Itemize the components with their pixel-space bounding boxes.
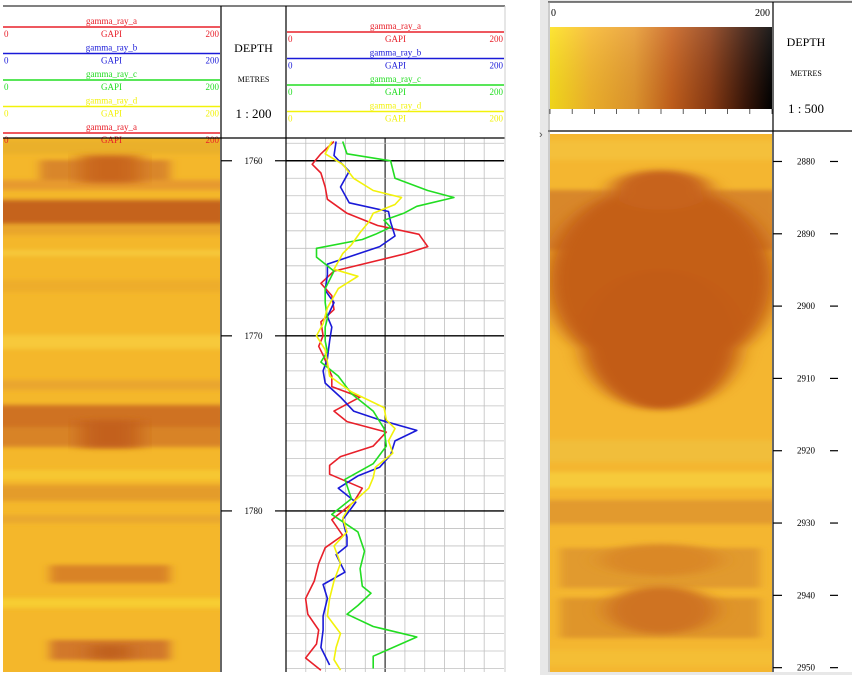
left-image-headers: gamma_ray_a GAPI 0 200 gamma_ray_b GAPI 0 200 ga… — [3, 16, 220, 145]
depth-tick-label: 1770 — [245, 331, 264, 341]
header-curve-min: 0 — [4, 29, 9, 39]
colorbar-min: 0 — [551, 8, 556, 19]
right-depth-unit: METRES — [790, 69, 822, 78]
header-curve-unit: GAPI — [101, 135, 122, 145]
left-depth-title: DEPTH — [234, 41, 273, 55]
left-curve-headers: gamma_ray_a GAPI 0 200 gamma_ray_b GAPI 0 200 ga… — [287, 21, 504, 124]
header-curve-name: gamma_ray_a — [86, 16, 137, 26]
header-curve-min: 0 — [288, 114, 293, 124]
right-depth-track: DEPTH METRES 1 : 500 2880 2890 2900 2910 292… — [773, 2, 852, 673]
header-curve-min: 0 — [288, 87, 293, 97]
header-curve-min: 0 — [4, 135, 9, 145]
header-curve-name: gamma_ray_d — [86, 96, 138, 106]
header-curve-unit: GAPI — [101, 109, 122, 119]
left-depth-track: DEPTH METRES 1 : 200 1760 1770 1780 — [221, 6, 286, 672]
header-curve-max: 200 — [490, 34, 504, 44]
series-line-gamma_ray_b — [320, 141, 418, 666]
depth-tick-label: 2880 — [797, 156, 816, 166]
header-curve-min: 0 — [4, 109, 9, 119]
header-curve-unit: GAPI — [101, 82, 122, 92]
depth-tick-label: 2930 — [797, 518, 816, 528]
depth-tick-label: 2890 — [797, 229, 816, 239]
right-depth-title: DEPTH — [787, 35, 826, 49]
depth-tick-label: 2910 — [797, 373, 816, 383]
header-curve-min: 0 — [4, 56, 9, 66]
colorbar-ticks — [549, 109, 773, 114]
left-depth-unit: METRES — [238, 75, 270, 84]
header-curve-max: 200 — [206, 29, 220, 39]
header-curve-unit: GAPI — [385, 34, 406, 44]
left-depth-ticks: 1760 1770 1780 — [221, 156, 286, 516]
right-depth-ticks: 2880 2890 2900 2910 2920 2930 2940 2950 — [773, 156, 838, 673]
header-curve-name: gamma_ray_b — [370, 48, 422, 58]
panel-handle-icon[interactable]: › — [539, 129, 543, 141]
left-depth-scale: 1 : 200 — [235, 106, 271, 121]
left-image-track — [3, 138, 220, 672]
header-curve-name: gamma_ray_c — [86, 69, 137, 79]
depth-tick-label: 1760 — [245, 156, 264, 166]
header-curve-name: gamma_ray_a — [370, 21, 421, 31]
header-curve-max: 200 — [206, 135, 220, 145]
right-image-track — [550, 134, 772, 672]
right-depth-scale: 1 : 500 — [788, 101, 824, 116]
depth-tick-label: 2950 — [797, 663, 816, 673]
curve-lines — [304, 140, 455, 671]
header-curve-max: 200 — [490, 61, 504, 71]
depth-tick-label: 2900 — [797, 301, 816, 311]
right-colorbar: 0 200 — [549, 8, 773, 114]
series-line-gamma_ray_d — [315, 141, 403, 671]
header-curve-unit: GAPI — [385, 87, 406, 97]
header-curve-unit: GAPI — [101, 29, 122, 39]
header-curve-min: 0 — [4, 82, 9, 92]
colorbar-max: 200 — [755, 8, 770, 19]
series-line-gamma_ray_c — [315, 141, 455, 669]
header-curve-unit: GAPI — [385, 114, 406, 124]
left-curve-track: gamma_ray_a GAPI 0 200 gamma_ray_b GAPI 0 200 ga… — [286, 21, 504, 672]
header-curve-max: 200 — [206, 82, 220, 92]
header-curve-max: 200 — [206, 109, 220, 119]
header-curve-name: gamma_ray_b — [86, 43, 138, 53]
header-curve-unit: GAPI — [101, 56, 122, 66]
depth-tick-label: 2920 — [797, 446, 816, 456]
depth-tick-label: 1780 — [245, 506, 264, 516]
header-curve-max: 200 — [490, 114, 504, 124]
right-panel: 0 200 — [548, 1, 852, 673]
header-curve-max: 200 — [490, 87, 504, 97]
header-curve-min: 0 — [288, 34, 293, 44]
header-curve-max: 200 — [206, 56, 220, 66]
header-curve-name: gamma_ray_d — [370, 101, 422, 111]
header-curve-name: gamma_ray_c — [370, 74, 421, 84]
series-line-gamma_ray_a — [304, 140, 429, 671]
left-panel: gamma_ray_a GAPI 0 200 gamma_ray_b GAPI 0 200 ga… — [3, 5, 506, 672]
header-curve-name: gamma_ray_a — [86, 122, 137, 132]
curve-grid — [286, 138, 504, 672]
header-curve-min: 0 — [288, 61, 293, 71]
header-curve-unit: GAPI — [385, 61, 406, 71]
depth-tick-label: 2940 — [797, 590, 816, 600]
